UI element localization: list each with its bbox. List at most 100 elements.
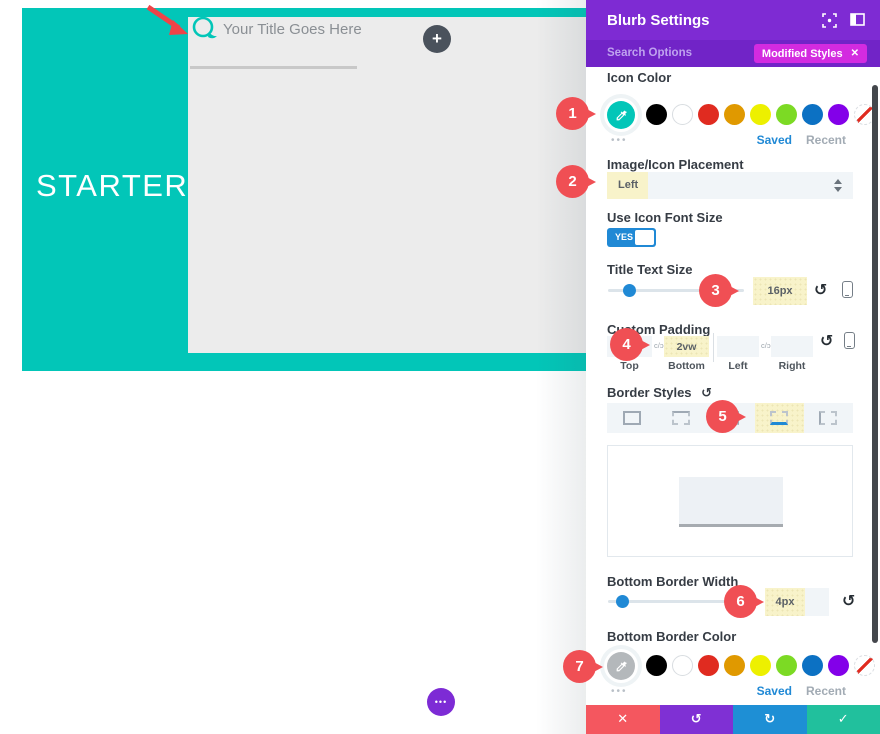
placement-value: Left — [607, 172, 648, 199]
reset-icon[interactable]: ↺ — [820, 331, 834, 350]
bottom-border-width-slider[interactable] — [608, 600, 744, 603]
saved-tab[interactable]: Saved — [756, 133, 792, 147]
placement-select[interactable]: Left — [607, 172, 853, 199]
bottom-border-width-input[interactable]: 4px — [765, 588, 829, 616]
reset-icon[interactable]: ↺ — [701, 386, 713, 401]
discard-button[interactable]: ✕ — [586, 705, 660, 734]
swatch-none[interactable] — [854, 104, 875, 125]
padding-bottom-input[interactable]: 2vw — [664, 336, 709, 357]
search-options-bar[interactable]: Search Options Modified Styles ✕ — [586, 40, 880, 67]
more-options-icon[interactable]: ••• — [611, 135, 628, 146]
bottom-border-color-eyedropper[interactable] — [607, 652, 635, 680]
bottom-border-width-value: 4px — [765, 588, 805, 616]
icon-font-size-toggle[interactable]: YES — [607, 228, 656, 247]
close-icon[interactable]: ✕ — [850, 48, 859, 59]
icon-color-label: Icon Color — [607, 70, 672, 85]
border-style-left[interactable] — [804, 403, 853, 433]
blurb-settings-panel: Blurb Settings Search Options Modified S… — [586, 0, 880, 734]
annotation-marker-7: 7 — [563, 650, 603, 683]
starter-section-title: STARTER — [36, 168, 189, 203]
color-swatch[interactable] — [672, 655, 693, 676]
color-swatch[interactable] — [750, 104, 771, 125]
border-styles-label: Border Styles ↺ — [607, 385, 712, 401]
color-swatch[interactable] — [776, 655, 797, 676]
red-arrow-annotation — [146, 4, 188, 35]
search-input[interactable]: Search Options — [607, 47, 692, 59]
color-swatch[interactable] — [724, 655, 745, 676]
icon-color-swatches — [646, 104, 875, 125]
eyedropper-icon — [616, 661, 627, 671]
recent-tab[interactable]: Recent — [805, 133, 846, 147]
panel-title: Blurb Settings — [607, 11, 710, 29]
title-text-size-input[interactable]: 16px — [753, 277, 807, 305]
blurb-title: Your Title Goes Here — [223, 21, 362, 38]
title-text-size-slider-handle[interactable] — [623, 284, 636, 297]
color-swatch[interactable] — [802, 104, 823, 125]
color-swatch[interactable] — [698, 655, 719, 676]
padding-top-label: Top — [620, 360, 639, 372]
color-swatch[interactable] — [646, 655, 667, 676]
divider — [713, 333, 714, 362]
icon-color-eyedropper[interactable] — [607, 101, 635, 129]
recent-tab[interactable]: Recent — [805, 684, 846, 698]
responsive-phone-icon[interactable] — [844, 332, 855, 349]
reset-icon[interactable]: ↺ — [814, 280, 828, 299]
blurb-bottom-border — [190, 66, 357, 69]
redo-button[interactable]: ↻ — [733, 705, 807, 734]
color-swatch[interactable] — [750, 655, 771, 676]
toggle-knob[interactable] — [635, 230, 654, 245]
undo-icon: ↺ — [690, 712, 702, 727]
border-style-top[interactable] — [656, 403, 705, 433]
chat-bubble-icon — [192, 16, 217, 39]
ellipsis-icon: ••• — [434, 697, 448, 707]
padding-left-input[interactable] — [717, 336, 759, 357]
color-swatch[interactable] — [776, 104, 797, 125]
border-style-all[interactable] — [607, 403, 656, 433]
check-icon: ✓ — [837, 712, 849, 727]
panel-layout-icon[interactable] — [850, 12, 865, 26]
add-module-button[interactable]: + — [423, 25, 451, 53]
color-swatch[interactable] — [672, 104, 693, 125]
panel-header: Blurb Settings — [586, 0, 880, 40]
close-icon: ✕ — [617, 712, 629, 727]
border-style-bottom[interactable] — [754, 403, 804, 433]
blurb-module[interactable] — [188, 17, 586, 353]
title-text-size-slider[interactable] — [608, 289, 744, 292]
padding-bottom-label: Bottom — [668, 360, 705, 372]
swatch-none[interactable] — [854, 655, 875, 676]
reset-icon[interactable]: ↺ — [842, 591, 856, 610]
color-swatch[interactable] — [724, 104, 745, 125]
color-swatch[interactable] — [646, 104, 667, 125]
padding-right-label: Right — [778, 360, 806, 372]
panel-scrollbar[interactable] — [872, 85, 878, 643]
redo-icon: ↻ — [764, 712, 776, 727]
link-values-icon[interactable]: c/ɔ — [761, 341, 771, 350]
page-settings-button[interactable]: ••• — [427, 688, 455, 716]
bottom-border-width-slider-handle[interactable] — [616, 595, 629, 608]
save-button[interactable]: ✓ — [806, 705, 880, 734]
saved-tab[interactable]: Saved — [756, 684, 792, 698]
more-options-icon[interactable]: ••• — [611, 686, 628, 697]
color-swatch[interactable] — [698, 104, 719, 125]
color-swatch[interactable] — [828, 104, 849, 125]
border-preview-swatch — [679, 477, 783, 527]
border-preview — [607, 445, 853, 557]
color-swatch[interactable] — [828, 655, 849, 676]
annotation-marker-5: 5 — [706, 400, 746, 433]
padding-right-input[interactable] — [771, 336, 813, 357]
focus-mode-icon[interactable] — [822, 12, 837, 28]
undo-button[interactable]: ↺ — [659, 705, 733, 734]
modified-styles-badge[interactable]: Modified Styles ✕ — [753, 44, 867, 63]
select-arrows-icon — [834, 179, 842, 192]
bottom-border-color-label: Bottom Border Color — [607, 629, 737, 644]
icon-font-size-label: Use Icon Font Size — [607, 210, 723, 225]
annotation-marker-2: 2 — [556, 165, 596, 198]
annotation-marker-1: 1 — [556, 97, 596, 130]
responsive-phone-icon[interactable] — [842, 281, 853, 298]
link-values-icon[interactable]: c/ɔ — [654, 341, 664, 350]
annotation-marker-4: 4 — [610, 328, 650, 361]
color-swatch[interactable] — [802, 655, 823, 676]
badge-label: Modified Styles — [761, 47, 843, 60]
annotation-marker-6: 6 — [724, 585, 764, 618]
